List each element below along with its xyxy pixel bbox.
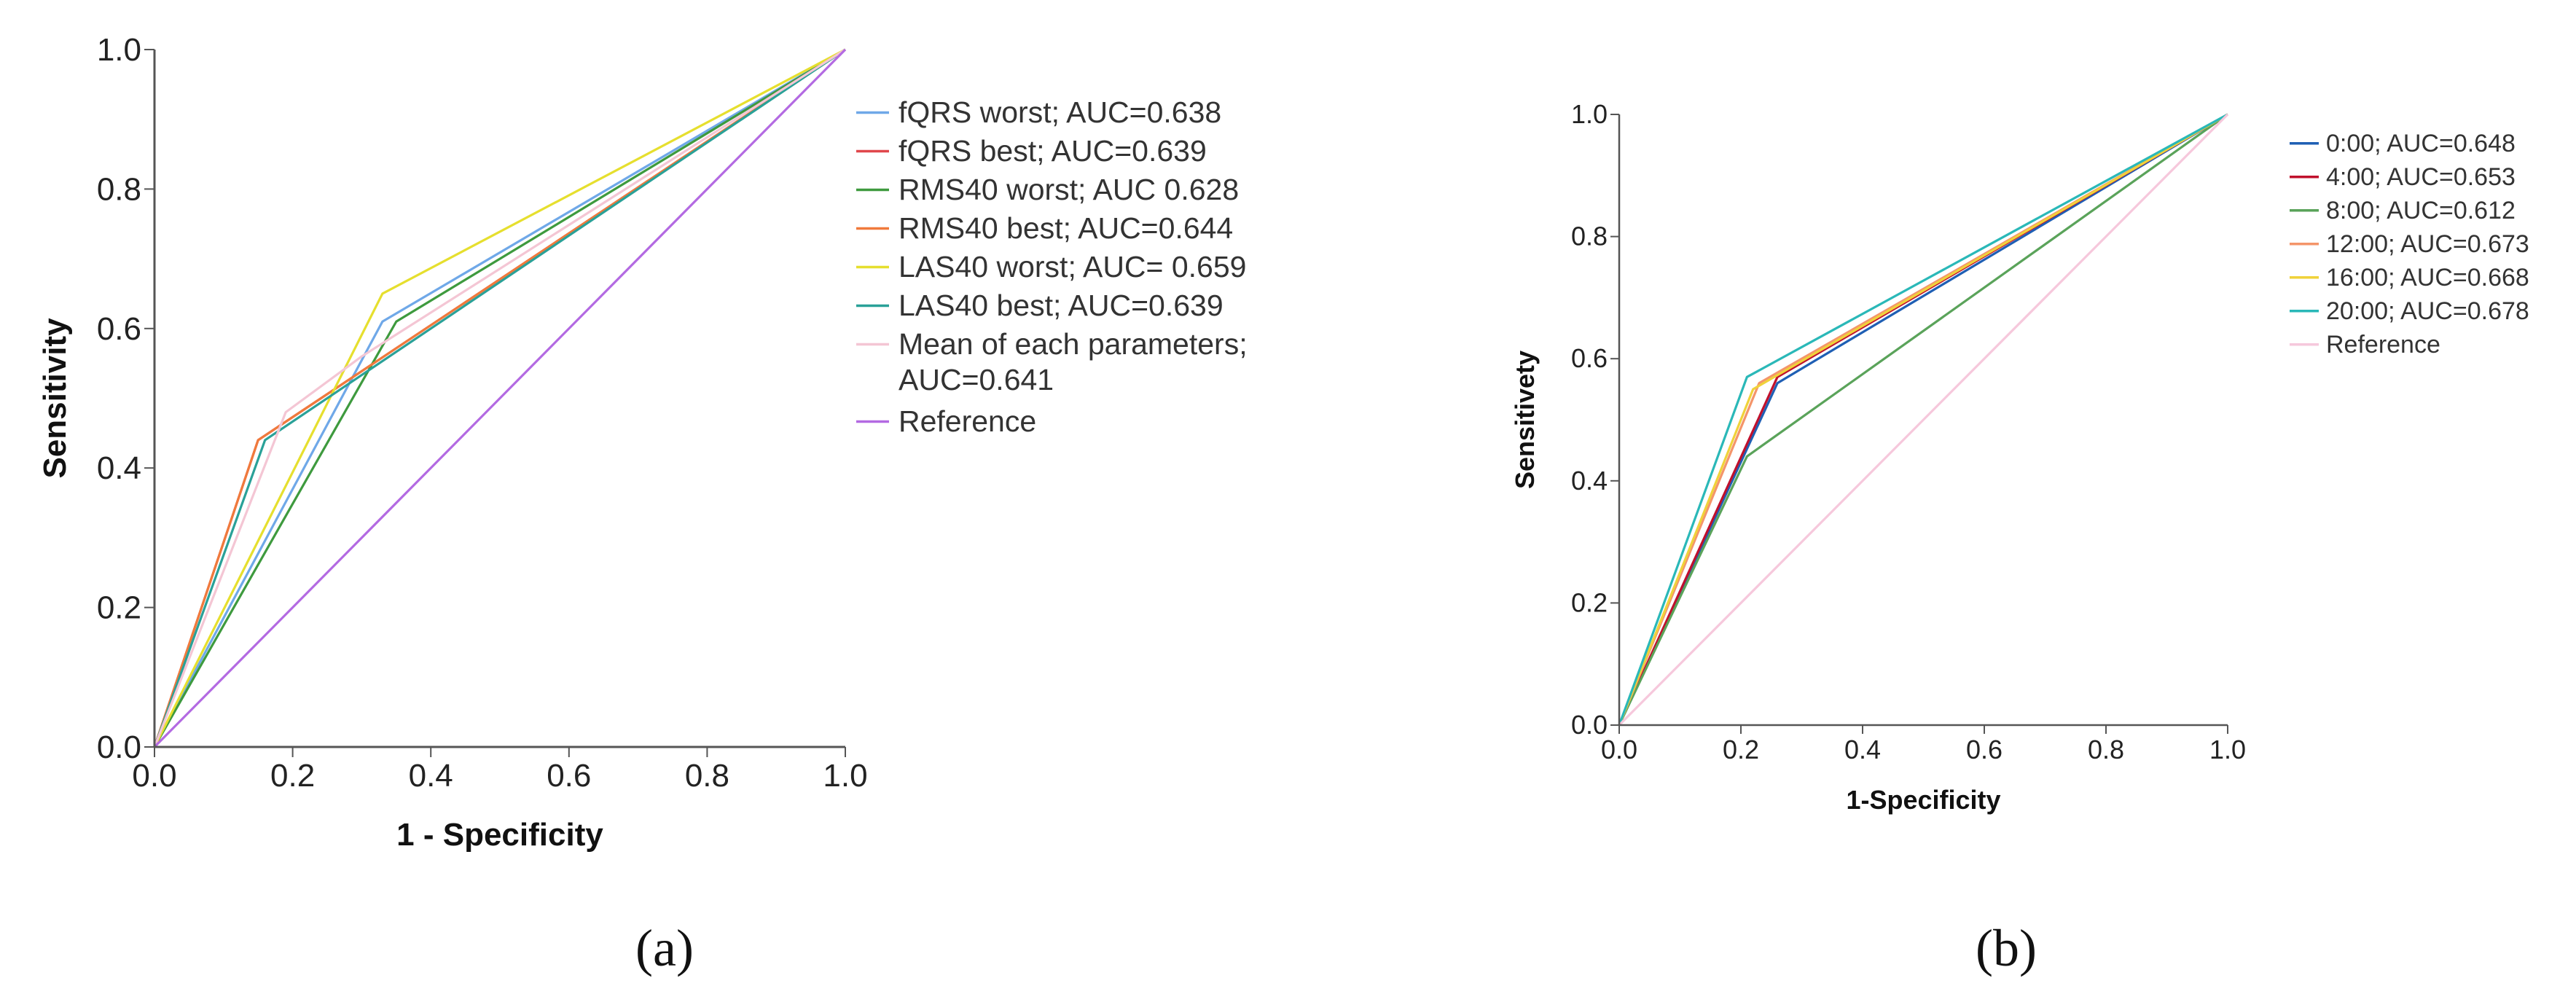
legend-entry-8: Reference xyxy=(899,404,1036,438)
legend-entry-7: Mean of each parameters; AUC=0.641 xyxy=(899,327,1248,396)
panel-a: 0.0 0.2 0.4 0.6 0.8 1.0 0.0 0.2 0.4 0.6 0.8 1.0 1 - … xyxy=(37,32,1248,977)
series-line-6 xyxy=(1618,113,2228,726)
series-line-7 xyxy=(153,48,846,748)
y-tick-label: 0.6 xyxy=(97,311,141,347)
x-tick-label: 1.0 xyxy=(2209,735,2246,764)
y-axis-label: Sensitivity xyxy=(37,318,73,479)
y-tick-label: 0.4 xyxy=(1571,466,1608,496)
legend-entry-2: fQRS best; AUC=0.639 xyxy=(899,134,1207,168)
y-tick-label: 0.0 xyxy=(97,729,141,765)
x-tick-label: 0.4 xyxy=(1844,735,1881,764)
x-axis-label: 1-Specificity xyxy=(1846,785,2000,815)
legend-entry-7: Reference xyxy=(2326,331,2440,359)
series-line-6 xyxy=(153,48,846,748)
panel-b: 0.0 0.2 0.4 0.6 0.8 1.0 0.0 0.2 0.4 0.6 0.8 1.0 1-Sp… xyxy=(1510,99,2529,977)
y-axis-label: Sensitivety xyxy=(1510,351,1540,489)
legend-entry-6: 20:00; AUC=0.678 xyxy=(2326,297,2529,325)
y-tick-label: 0.2 xyxy=(1571,587,1608,617)
y-tick-label: 1.0 xyxy=(97,32,141,68)
y-tick-label: 0.8 xyxy=(1571,222,1608,251)
legend-entry-1: 0:00; AUC=0.648 xyxy=(2326,130,2516,157)
x-tick-label: 1.0 xyxy=(823,758,867,794)
legend-entry-2: 4:00; AUC=0.653 xyxy=(2326,163,2516,191)
legend-entry-5: 16:00; AUC=0.668 xyxy=(2326,264,2529,291)
series-line-8 xyxy=(153,48,847,748)
y-tick-label: 0.6 xyxy=(1571,343,1608,373)
x-tick-label: 0.8 xyxy=(685,758,729,794)
x-axis-label: 1 - Specificity xyxy=(396,817,603,853)
y-tick-label: 1.0 xyxy=(1571,99,1608,129)
panel-caption: (b) xyxy=(1976,919,2037,977)
x-tick-label: 0.6 xyxy=(547,758,591,794)
legend-entry-1: fQRS worst; AUC=0.638 xyxy=(899,95,1221,129)
series-line-3 xyxy=(153,48,846,748)
y-tick-label: 0.8 xyxy=(97,171,141,207)
series-line-5 xyxy=(1618,113,2228,726)
series-line-5 xyxy=(153,48,846,748)
series-line-7 xyxy=(1618,113,2229,727)
y-tick-label: 0.0 xyxy=(1571,710,1608,740)
series-line-3 xyxy=(1618,113,2228,726)
x-tick-label: 0.0 xyxy=(132,758,176,794)
legend-entry-3: RMS40 worst; AUC 0.628 xyxy=(899,173,1239,206)
x-tick-label: 0.2 xyxy=(1723,735,1759,764)
y-tick-label: 0.4 xyxy=(97,450,141,486)
legend-entry-6: LAS40 best; AUC=0.639 xyxy=(899,289,1224,322)
x-tick-label: 0.4 xyxy=(409,758,453,794)
panel-caption: (a) xyxy=(635,919,694,977)
series-line-4 xyxy=(153,48,846,748)
legend-entry-3: 8:00; AUC=0.612 xyxy=(2326,197,2516,224)
x-tick-label: 0.6 xyxy=(1966,735,2003,764)
legend-entry-4: RMS40 best; AUC=0.644 xyxy=(899,211,1233,245)
y-tick-label: 0.2 xyxy=(97,590,141,626)
legend-entry-5: LAS40 worst; AUC= 0.659 xyxy=(899,250,1246,283)
series-line-1 xyxy=(153,48,846,748)
x-tick-label: 0.8 xyxy=(2088,735,2124,764)
legend-entry-4: 12:00; AUC=0.673 xyxy=(2326,230,2529,258)
x-tick-label: 0.2 xyxy=(270,758,315,794)
x-tick-label: 0.0 xyxy=(1601,735,1637,764)
